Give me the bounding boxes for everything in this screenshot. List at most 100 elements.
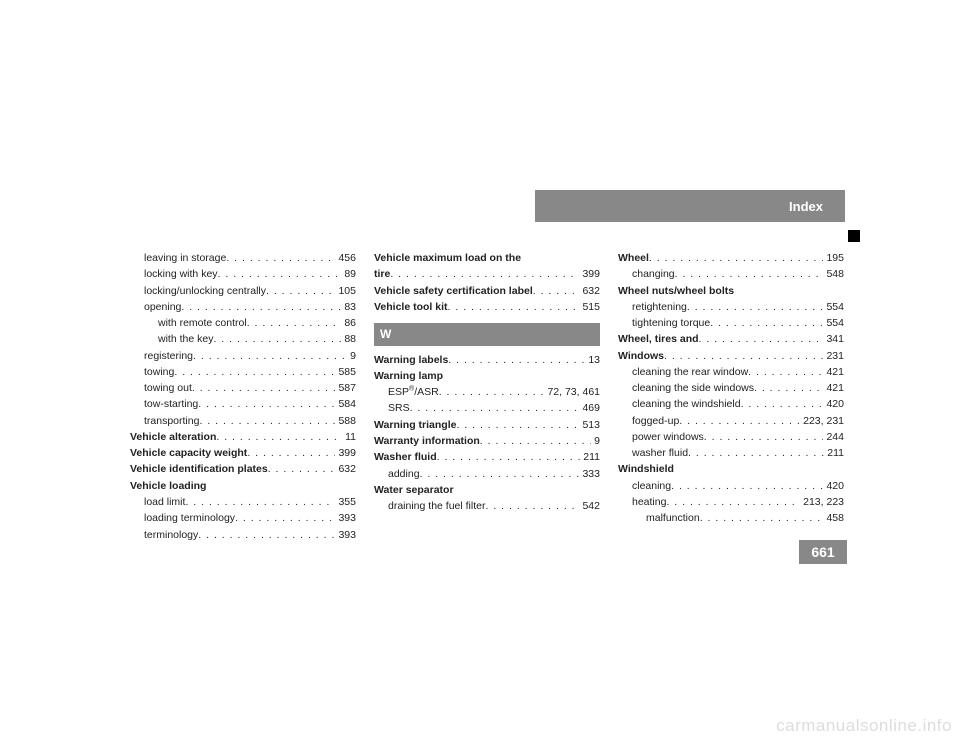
leader-dots: . . . . . . . . . . . . . . . . . . . . …	[213, 331, 341, 347]
index-entry: cleaning the rear window . . . . . . . .…	[618, 364, 844, 380]
index-entry-page: 469	[579, 400, 600, 416]
index-entry: with the key . . . . . . . . . . . . . .…	[130, 331, 356, 347]
leader-dots: . . . . . . . . . . . . . . . . . . . . …	[268, 461, 336, 477]
index-entry-page: 588	[335, 413, 356, 429]
leader-dots: . . . . . . . . . . . . . . . . . . . . …	[675, 266, 824, 282]
page-number: 661	[799, 540, 847, 564]
leader-dots: . . . . . . . . . . . . . . . . . . . . …	[390, 266, 579, 282]
index-entry-page: 11	[342, 429, 356, 445]
index-entry-page: 13	[585, 352, 600, 368]
index-entry-label: power windows	[632, 429, 704, 445]
index-entry: heating . . . . . . . . . . . . . . . . …	[618, 494, 844, 510]
index-entry-page: 584	[335, 396, 356, 412]
index-entry-label: opening	[144, 299, 181, 315]
index-entry-label: Water separator	[374, 482, 454, 498]
index-entry-label: fogged-up	[632, 413, 679, 429]
leader-dots: . . . . . . . . . . . . . . . . . . . . …	[437, 449, 581, 465]
index-entry: Warning triangle . . . . . . . . . . . .…	[374, 417, 600, 433]
index-entry-label: terminology	[144, 527, 198, 543]
index-entry: tightening torque . . . . . . . . . . . …	[618, 315, 844, 331]
index-entry: opening . . . . . . . . . . . . . . . . …	[130, 299, 356, 315]
leader-dots: . . . . . . . . . . . . . . . . . . . . …	[671, 478, 823, 494]
index-entry-label: washer fluid	[632, 445, 688, 461]
index-entry-label: Vehicle loading	[130, 478, 206, 494]
index-entry-label: changing	[632, 266, 675, 282]
index-entry-page: 421	[823, 380, 844, 396]
index-entry-page: 420	[823, 478, 844, 494]
index-entry-page: 515	[579, 299, 600, 315]
index-entry: retightening . . . . . . . . . . . . . .…	[618, 299, 844, 315]
leader-dots: . . . . . . . . . . . . . . . . . . . . …	[266, 283, 335, 299]
index-entry: Warranty information . . . . . . . . . .…	[374, 433, 600, 449]
leader-dots: . . . . . . . . . . . . . . . . . . . . …	[181, 299, 341, 315]
leader-dots: . . . . . . . . . . . . . . . . . . . . …	[420, 466, 580, 482]
index-entry-label: Vehicle tool kit	[374, 299, 448, 315]
index-entry-label: Warranty information	[374, 433, 480, 449]
index-entry: transporting . . . . . . . . . . . . . .…	[130, 413, 356, 429]
index-entry: Vehicle identification plates . . . . . …	[130, 461, 356, 477]
index-entry: Vehicle maximum load on the	[374, 250, 600, 266]
index-entry: adding . . . . . . . . . . . . . . . . .…	[374, 466, 600, 482]
index-entry-label: cleaning the rear window	[632, 364, 748, 380]
index-entry: draining the fuel filter . . . . . . . .…	[374, 498, 600, 514]
leader-dots: . . . . . . . . . . . . . . . . . . . . …	[704, 429, 824, 445]
leader-dots: . . . . . . . . . . . . . . . . . . . . …	[448, 299, 580, 315]
section-marker	[848, 230, 860, 242]
index-entry-label: Wheel, tires and	[618, 331, 699, 347]
index-entry: SRS . . . . . . . . . . . . . . . . . . …	[374, 400, 600, 416]
index-entry-page: 105	[335, 283, 356, 299]
index-entry-page: 72, 73, 461	[544, 384, 600, 400]
index-entry-page: 542	[579, 498, 600, 514]
index-column-3: Wheel . . . . . . . . . . . . . . . . . …	[618, 250, 844, 543]
leader-dots: . . . . . . . . . . . . . . . . . . . . …	[700, 510, 824, 526]
index-entry: Wheel, tires and . . . . . . . . . . . .…	[618, 331, 844, 347]
index-entry-page: 399	[335, 445, 356, 461]
leader-dots: . . . . . . . . . . . . . . . . . . . . …	[410, 400, 580, 416]
index-entry: power windows . . . . . . . . . . . . . …	[618, 429, 844, 445]
index-entry-page: 9	[347, 348, 356, 364]
leader-dots: . . . . . . . . . . . . . . . . . . . . …	[192, 380, 336, 396]
index-entry-page: 632	[579, 283, 600, 299]
index-entry: cleaning the side windows . . . . . . . …	[618, 380, 844, 396]
leader-dots: . . . . . . . . . . . . . . . . . . . . …	[480, 433, 591, 449]
index-entry-label: Wheel	[618, 250, 649, 266]
index-entry: Washer fluid . . . . . . . . . . . . . .…	[374, 449, 600, 465]
leader-dots: . . . . . . . . . . . . . . . . . . . . …	[216, 429, 342, 445]
index-entry-page: 211	[824, 445, 844, 461]
leader-dots: . . . . . . . . . . . . . . . . . . . . …	[666, 494, 800, 510]
index-entry: tire . . . . . . . . . . . . . . . . . .…	[374, 266, 600, 282]
index-entry-label: tow-starting	[144, 396, 198, 412]
index-entry: Vehicle loading	[130, 478, 356, 494]
leader-dots: . . . . . . . . . . . . . . . . . . . . …	[754, 380, 823, 396]
index-entry-page: 548	[823, 266, 844, 282]
leader-dots: . . . . . . . . . . . . . . . . . . . . …	[199, 413, 335, 429]
index-entry-page: 420	[823, 396, 844, 412]
leader-dots: . . . . . . . . . . . . . . . . . . . . …	[226, 250, 335, 266]
index-entry: locking with key . . . . . . . . . . . .…	[130, 266, 356, 282]
index-entry: tow-starting . . . . . . . . . . . . . .…	[130, 396, 356, 412]
leader-dots: . . . . . . . . . . . . . . . . . . . . …	[456, 417, 579, 433]
index-entry-label: Vehicle identification plates	[130, 461, 268, 477]
index-entry: leaving in storage . . . . . . . . . . .…	[130, 250, 356, 266]
index-entry-page: 213, 223	[800, 494, 844, 510]
index-entry-label: leaving in storage	[144, 250, 226, 266]
index-entry-label: Windows	[618, 348, 664, 364]
index-entry: Warning labels . . . . . . . . . . . . .…	[374, 352, 600, 368]
leader-dots: . . . . . . . . . . . . . . . . . . . . …	[185, 494, 335, 510]
index-entry: cleaning the windshield . . . . . . . . …	[618, 396, 844, 412]
leader-dots: . . . . . . . . . . . . . . . . . . . . …	[247, 445, 335, 461]
index-entry: Vehicle safety certification label . . .…	[374, 283, 600, 299]
index-entry: malfunction . . . . . . . . . . . . . . …	[618, 510, 844, 526]
watermark: carmanualsonline.info	[776, 716, 952, 736]
index-entry-label: locking/unlocking centrally	[144, 283, 266, 299]
index-entry-page: 554	[823, 299, 844, 315]
index-entry-label: retightening	[632, 299, 687, 315]
index-entry: washer fluid . . . . . . . . . . . . . .…	[618, 445, 844, 461]
index-entry: Wheel . . . . . . . . . . . . . . . . . …	[618, 250, 844, 266]
index-entry: cleaning . . . . . . . . . . . . . . . .…	[618, 478, 844, 494]
leader-dots: . . . . . . . . . . . . . . . . . . . . …	[193, 348, 347, 364]
index-entry-page: 244	[823, 429, 844, 445]
index-entry-page: 355	[335, 494, 356, 510]
index-entry: registering . . . . . . . . . . . . . . …	[130, 348, 356, 364]
leader-dots: . . . . . . . . . . . . . . . . . . . . …	[448, 352, 585, 368]
